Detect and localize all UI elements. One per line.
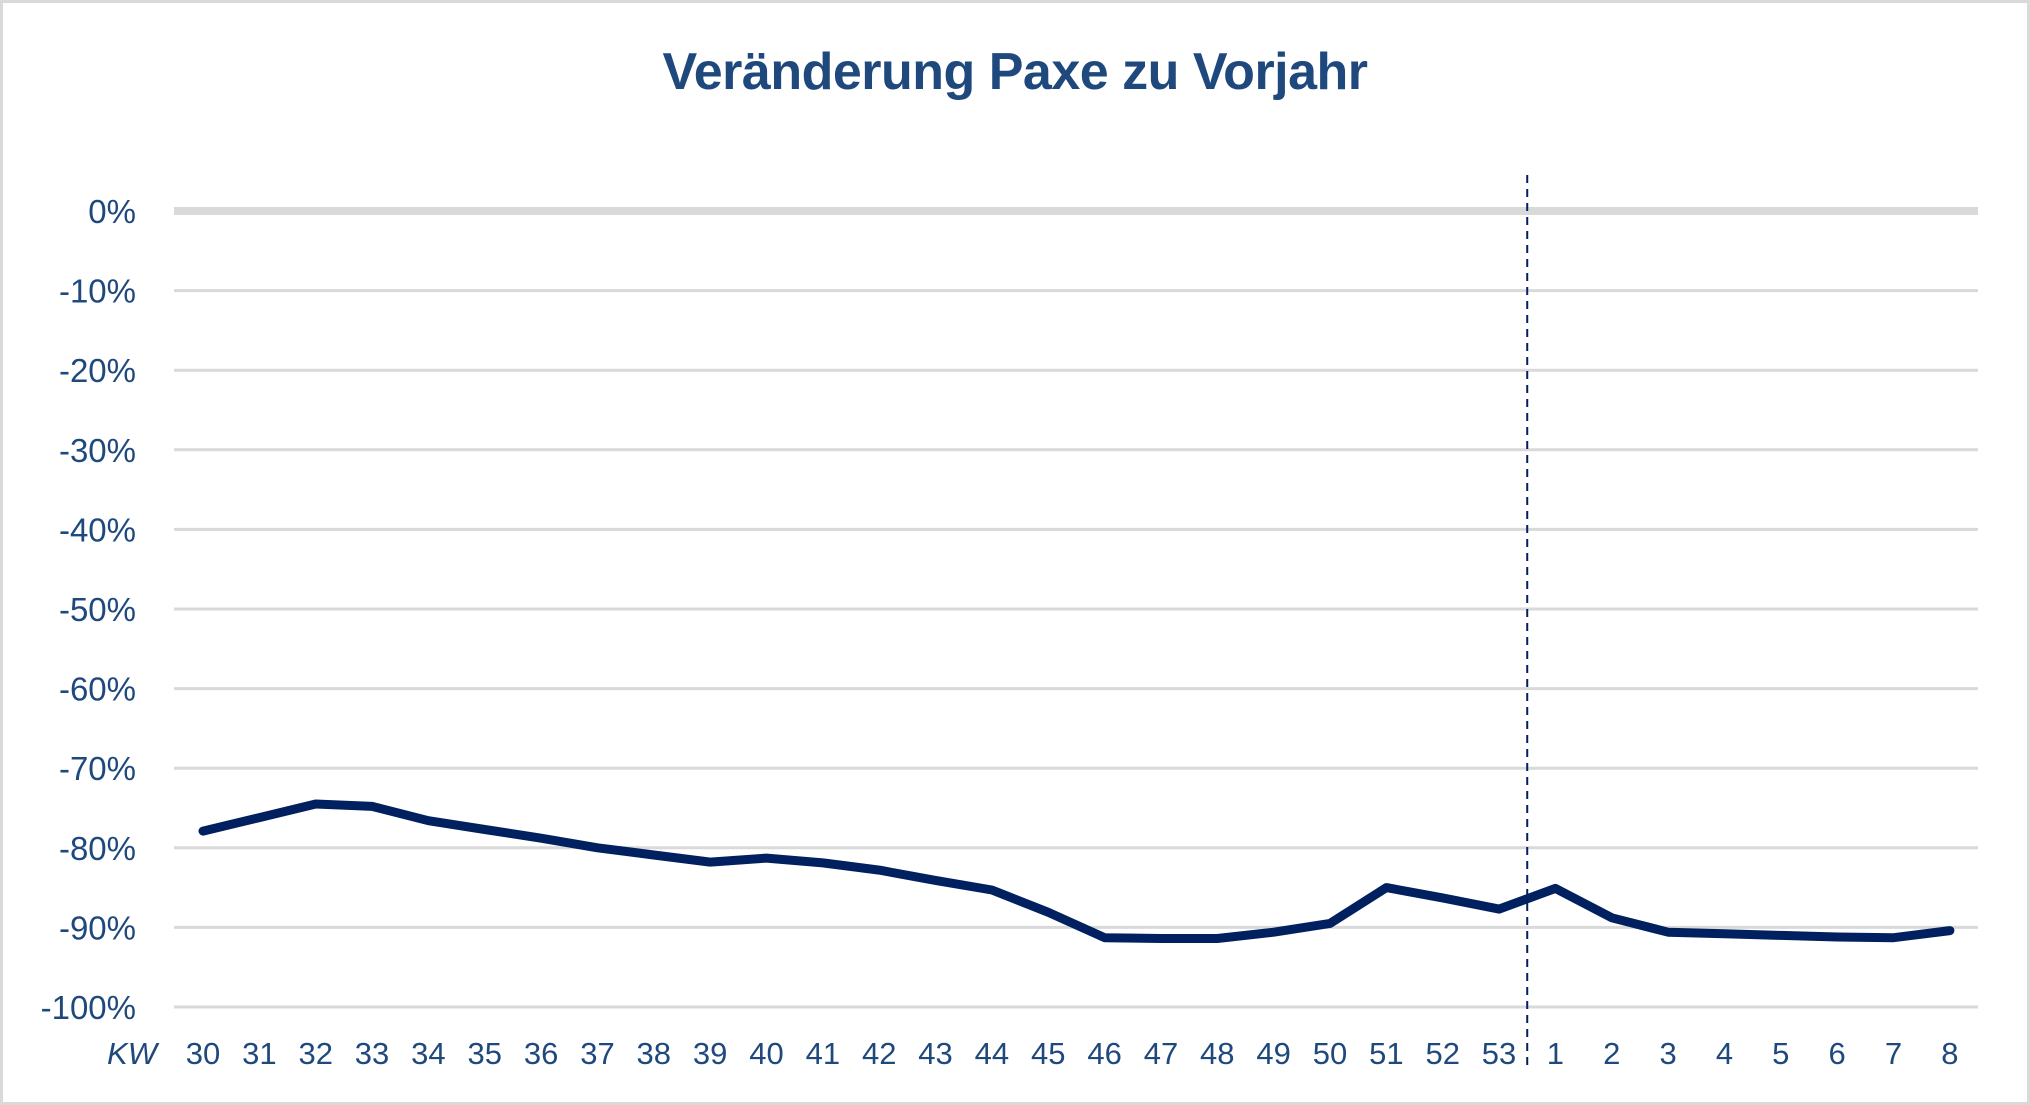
y-tick-label: -80% <box>59 830 136 867</box>
gridlines <box>174 207 1978 1009</box>
x-tick-label: 42 <box>862 1036 896 1071</box>
x-tick-label: 50 <box>1313 1036 1347 1071</box>
x-tick-label: 53 <box>1482 1036 1516 1071</box>
chart-title: Veränderung Paxe zu Vorjahr <box>662 43 1368 101</box>
x-tick-label: 2 <box>1603 1036 1620 1071</box>
x-axis-title: KW <box>107 1036 160 1071</box>
x-tick-label: 37 <box>580 1036 614 1071</box>
x-tick-label: 30 <box>186 1036 220 1071</box>
y-tick-label: -100% <box>41 989 136 1026</box>
y-tick-label: -50% <box>59 591 136 628</box>
y-tick-label: -20% <box>59 352 136 389</box>
x-tick-label: 5 <box>1772 1036 1789 1071</box>
x-tick-label: 1 <box>1547 1036 1564 1071</box>
x-tick-label: 31 <box>242 1036 276 1071</box>
x-tick-label: 33 <box>355 1036 389 1071</box>
y-axis-labels: 0% -10% -20% -30% -40% -50% -60% -70% -80% -90% -1… <box>41 193 136 1026</box>
y-tick-label: -10% <box>59 273 136 310</box>
y-tick-label: -30% <box>59 432 136 469</box>
x-axis-labels: KW 30 31 32 33 34 35 36 37 38 39 40 41 42 43 44 45 46 47 48… <box>107 1036 1958 1071</box>
x-tick-label: 45 <box>1031 1036 1065 1071</box>
x-tick-label: 34 <box>411 1036 445 1071</box>
y-tick-label: -60% <box>59 671 136 708</box>
x-tick-label: 48 <box>1200 1036 1234 1071</box>
series-line <box>198 799 1955 943</box>
x-tick-label: 8 <box>1941 1036 1958 1071</box>
x-tick-label: 43 <box>918 1036 952 1071</box>
x-tick-label: 7 <box>1885 1036 1902 1071</box>
y-tick-label: -70% <box>59 750 136 787</box>
x-tick-label: 47 <box>1144 1036 1178 1071</box>
x-tick-label: 38 <box>637 1036 671 1071</box>
x-tick-label: 35 <box>468 1036 502 1071</box>
x-tick-label: 44 <box>975 1036 1009 1071</box>
x-tick-label: 6 <box>1829 1036 1846 1071</box>
x-tick-label: 51 <box>1369 1036 1403 1071</box>
x-tick-label: 39 <box>693 1036 727 1071</box>
x-tick-label: 3 <box>1659 1036 1676 1071</box>
y-tick-label: -90% <box>59 909 136 946</box>
x-tick-label: 41 <box>806 1036 840 1071</box>
x-tick-label: 40 <box>749 1036 783 1071</box>
x-tick-label: 4 <box>1716 1036 1733 1071</box>
x-tick-label: 46 <box>1087 1036 1121 1071</box>
y-tick-label: -40% <box>59 511 136 548</box>
x-tick-label: 32 <box>298 1036 332 1071</box>
x-tick-label: 49 <box>1256 1036 1290 1071</box>
x-tick-label: 36 <box>524 1036 558 1071</box>
x-tick-label: 52 <box>1425 1036 1459 1071</box>
y-tick-label: 0% <box>88 193 136 230</box>
